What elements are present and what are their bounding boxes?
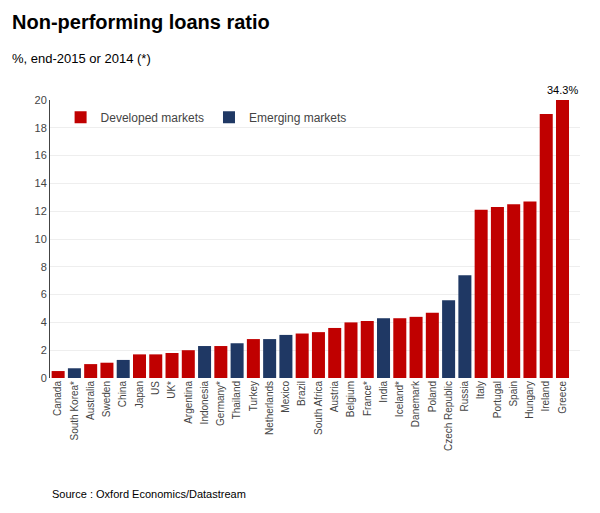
svg-text:2: 2	[41, 344, 47, 356]
svg-text:8: 8	[41, 261, 47, 273]
svg-text:Danemark: Danemark	[410, 380, 421, 427]
svg-text:10: 10	[35, 233, 47, 245]
svg-text:South Korea*: South Korea*	[69, 381, 80, 441]
svg-text:Netherlands: Netherlands	[264, 381, 275, 435]
svg-text:Turkey: Turkey	[248, 381, 259, 411]
svg-text:France*: France*	[362, 381, 373, 416]
svg-text:20: 20	[35, 94, 47, 106]
svg-text:Spain: Spain	[508, 381, 519, 407]
svg-text:Japan: Japan	[134, 381, 145, 408]
svg-text:34.3%: 34.3%	[547, 84, 578, 96]
svg-text:Argentina: Argentina	[183, 381, 194, 424]
svg-text:Non-performing loans ratio: Non-performing loans ratio	[12, 11, 270, 33]
svg-text:UK*: UK*	[166, 381, 177, 399]
svg-text:Greece: Greece	[557, 381, 568, 414]
svg-text:Czech Republic: Czech Republic	[443, 381, 454, 451]
svg-text:4: 4	[41, 316, 47, 328]
svg-text:Thailand: Thailand	[231, 381, 242, 419]
svg-text:Iceland*: Iceland*	[394, 381, 405, 417]
svg-text:Austria: Austria	[329, 381, 340, 413]
svg-text:Indonesia: Indonesia	[199, 381, 210, 425]
svg-text:16: 16	[35, 149, 47, 161]
svg-text:Brazil: Brazil	[296, 381, 307, 406]
svg-text:South Africa: South Africa	[313, 381, 324, 435]
svg-text:Italy: Italy	[475, 381, 486, 399]
svg-text:India: India	[378, 381, 389, 403]
svg-text:Developed markets: Developed markets	[101, 111, 204, 125]
svg-text:US: US	[150, 381, 161, 395]
svg-text:18: 18	[35, 122, 47, 134]
svg-text:Poland: Poland	[427, 381, 438, 412]
svg-text:14: 14	[35, 177, 47, 189]
svg-text:12: 12	[35, 205, 47, 217]
svg-text:0: 0	[41, 372, 47, 384]
svg-text:Germany*: Germany*	[215, 381, 226, 426]
svg-text:Russia: Russia	[459, 381, 470, 412]
svg-text:Hungary: Hungary	[524, 381, 535, 419]
svg-text:Emerging markets: Emerging markets	[249, 111, 346, 125]
svg-text:Portugal: Portugal	[492, 381, 503, 418]
svg-text:Source : Oxford Economics/Data: Source : Oxford Economics/Datastream	[52, 488, 246, 500]
svg-text:Sweden: Sweden	[101, 381, 112, 417]
svg-text:Mexico: Mexico	[280, 381, 291, 413]
svg-text:Belgium: Belgium	[345, 381, 356, 417]
svg-text:%, end-2015 or 2014 (*): %, end-2015 or 2014 (*)	[12, 51, 151, 66]
svg-text:Canada: Canada	[52, 381, 63, 416]
svg-text:6: 6	[41, 288, 47, 300]
svg-text:Ireland: Ireland	[540, 381, 551, 412]
svg-text:China: China	[117, 381, 128, 408]
svg-text:Australia: Australia	[85, 381, 96, 420]
